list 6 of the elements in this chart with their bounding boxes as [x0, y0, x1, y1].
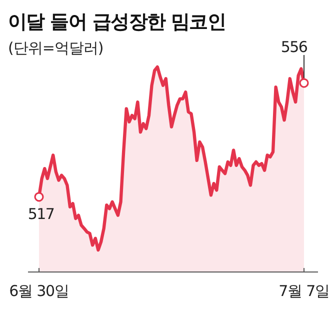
x-tick-label: 7월 7일	[278, 282, 330, 300]
chart-subtitle: (단위=억달러)	[8, 39, 104, 57]
chart-title: 이달 들어 급성장한 밈코인	[8, 11, 226, 33]
data-label: 517	[28, 204, 54, 223]
x-tick-label: 6월 30일	[9, 282, 69, 300]
data-label: 556	[280, 38, 308, 56]
